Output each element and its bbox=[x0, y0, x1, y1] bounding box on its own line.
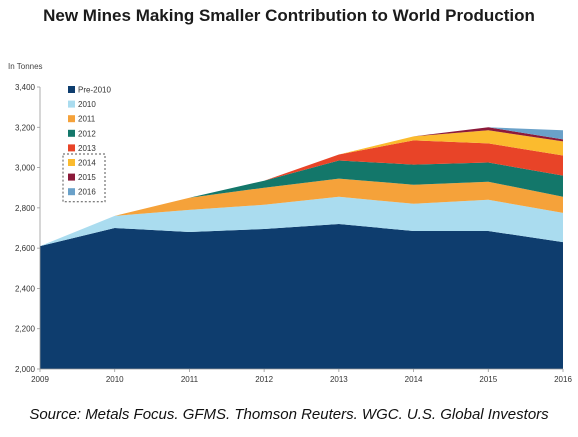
chart-title: New Mines Making Smaller Contribution to… bbox=[43, 6, 535, 25]
legend-label: 2016 bbox=[78, 188, 96, 197]
legend: Pre-2010 2010 2011 2012 2013 2014 2015 2016 bbox=[62, 86, 111, 203]
legend-swatch bbox=[68, 144, 75, 152]
source-note: Source: Metals Focus. GFMS. Thomson Reut… bbox=[29, 406, 549, 423]
legend-label: 2015 bbox=[78, 173, 96, 182]
area-series-2010 bbox=[40, 196, 563, 247]
y-tick-label: 2,200 bbox=[15, 325, 36, 334]
y-tick-label: 3,000 bbox=[15, 164, 36, 173]
legend-swatch bbox=[68, 115, 75, 123]
legend-label: 2014 bbox=[78, 159, 96, 168]
legend-swatch bbox=[68, 159, 75, 166]
area-series-2013 bbox=[40, 140, 563, 247]
x-tick-label: 2010 bbox=[106, 375, 124, 384]
axes-group: 2,000 2,200 2,400 2,600 2,800 3,000 3,200 3,400… bbox=[15, 83, 572, 384]
x-tick-label: 2013 bbox=[330, 375, 348, 384]
y-tick-label: 3,200 bbox=[15, 123, 36, 132]
legend-label: 2010 bbox=[78, 100, 96, 109]
x-tick-label: 2012 bbox=[255, 375, 273, 384]
area-series-group bbox=[40, 127, 563, 369]
x-tick-label: 2015 bbox=[479, 375, 497, 384]
x-tick-label: 2016 bbox=[554, 375, 572, 384]
legend-label: 2011 bbox=[78, 115, 96, 124]
legend-swatch bbox=[68, 100, 75, 108]
legend-swatch bbox=[68, 129, 75, 137]
y-tick-label: 2,800 bbox=[15, 204, 36, 213]
y-tick-label: 2,600 bbox=[15, 244, 36, 253]
legend-swatch bbox=[68, 86, 75, 93]
y-tick-label: 2,000 bbox=[15, 365, 36, 374]
y-axis-unit-label: In Tonnes bbox=[8, 62, 43, 71]
x-tick-label: 2014 bbox=[405, 375, 423, 384]
area-series-2012 bbox=[40, 160, 563, 247]
area-series-pre-2010 bbox=[40, 224, 563, 369]
area-series-2011 bbox=[40, 178, 563, 247]
legend-swatch bbox=[68, 188, 75, 196]
x-tick-label: 2011 bbox=[181, 375, 199, 384]
y-tick-label: 2,400 bbox=[15, 284, 36, 293]
legend-label: 2012 bbox=[78, 129, 96, 138]
area-series-2014 bbox=[40, 130, 563, 247]
legend-label: 2013 bbox=[78, 144, 96, 153]
y-tick-label: 3,400 bbox=[15, 83, 36, 92]
x-tick-label: 2009 bbox=[31, 375, 49, 384]
legend-swatch bbox=[68, 173, 75, 181]
stacked-area-chart: 2,000 2,200 2,400 2,600 2,800 3,000 3,200 3,400… bbox=[15, 83, 572, 384]
legend-highlight-box bbox=[62, 153, 106, 203]
legend-label: Pre-2010 bbox=[78, 86, 111, 95]
